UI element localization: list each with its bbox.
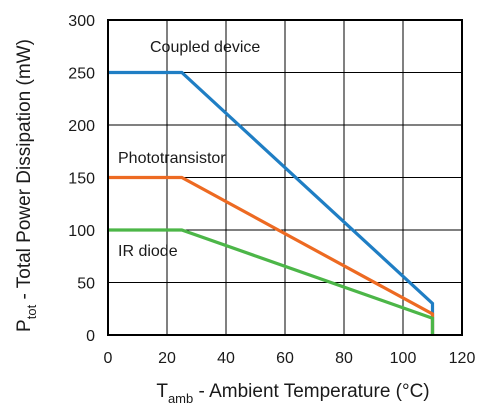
series-lines [108, 70, 435, 335]
x-tick-label: 0 [104, 350, 113, 367]
x-axis-title-rest: - Ambient Temperature (°C) [193, 381, 429, 402]
y-axis-title-main: P [14, 319, 35, 332]
x-tick-label: 40 [217, 350, 235, 367]
y-tick-label: 150 [68, 171, 95, 188]
x-axis-title-main: T [156, 381, 168, 402]
y-tick-labels: 0 50 100 150 200 250 300 [68, 13, 95, 345]
y-tick-label: 200 [68, 118, 95, 135]
y-axis-title: Ptot - Total Power Dissipation (mW) [14, 39, 39, 332]
x-axis-title: Tamb - Ambient Temperature (°C) [156, 381, 429, 406]
x-axis-title-subscript: amb [168, 391, 193, 406]
y-tick-label: 300 [68, 13, 95, 30]
x-tick-label: 100 [390, 350, 417, 367]
y-tick-label: 50 [77, 276, 95, 293]
x-tick-label: 80 [335, 350, 353, 367]
x-tick-labels: 0 20 40 60 80 100 120 [104, 350, 476, 367]
series-line-coupled-device [108, 70, 435, 335]
x-tick-label: 60 [276, 350, 294, 367]
plot-frame [107, 19, 463, 336]
y-axis-title-subscript: tot [24, 304, 39, 319]
series-labels: Coupled device Phototransistor IR diode [118, 39, 260, 260]
series-label: IR diode [118, 243, 178, 260]
y-tick-label: 100 [68, 223, 95, 240]
series-label: Coupled device [150, 39, 260, 56]
y-tick-label: 250 [68, 66, 95, 83]
x-tick-label: 20 [158, 350, 176, 367]
series-line-ir-diode [108, 228, 435, 335]
series-label: Phototransistor [118, 150, 226, 167]
y-axis-title-rest: - Total Power Dissipation (mW) [14, 39, 35, 305]
x-tick-label: 120 [449, 350, 476, 367]
y-tick-label: 0 [86, 328, 95, 345]
